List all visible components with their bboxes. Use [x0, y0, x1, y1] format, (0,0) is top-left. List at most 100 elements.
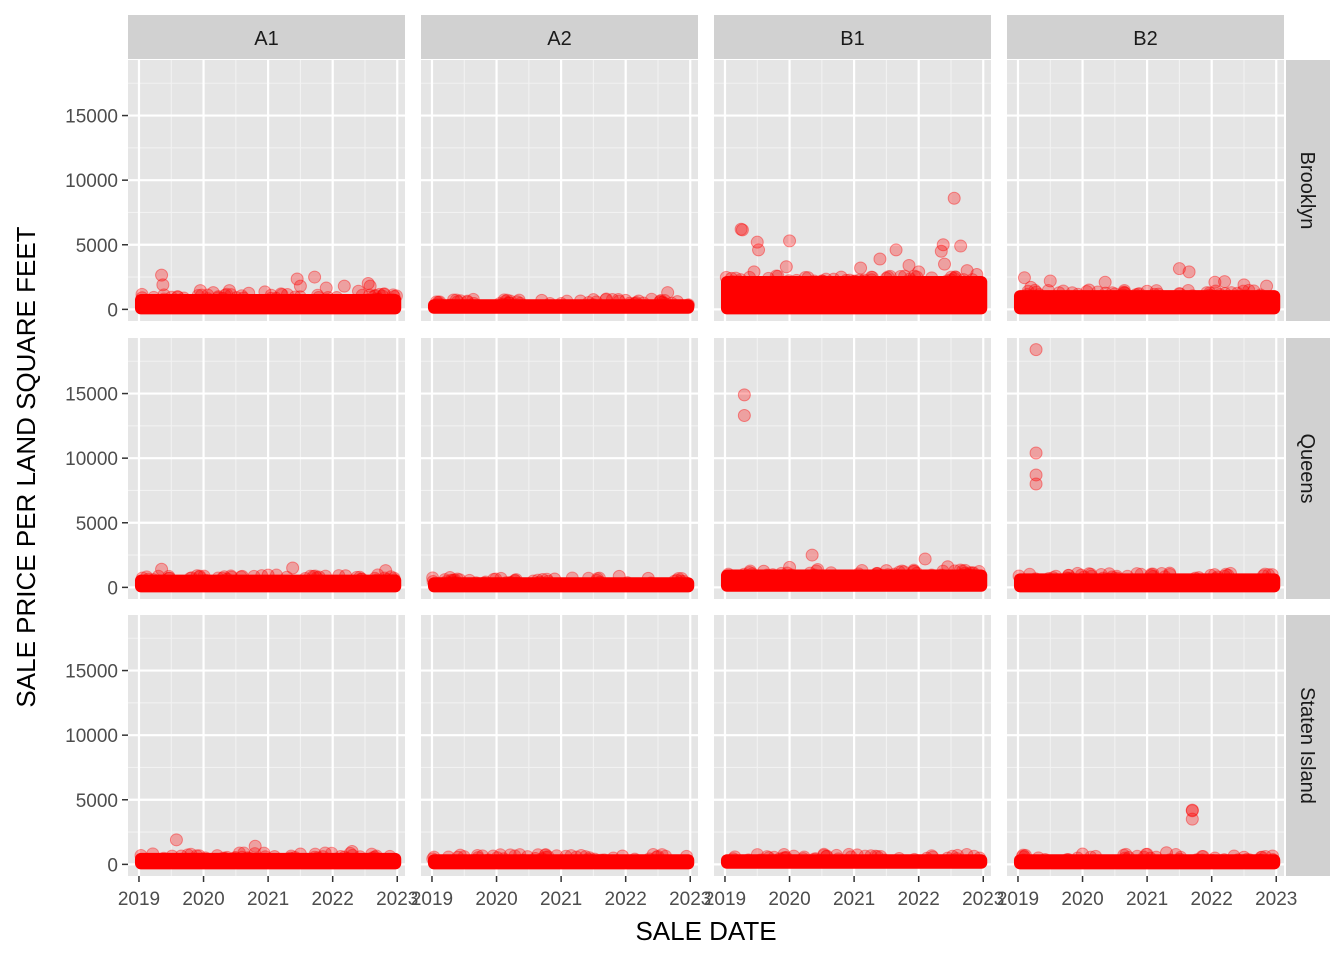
- data-point: [368, 571, 382, 585]
- data-point: [235, 569, 249, 583]
- data-point: [1029, 285, 1043, 299]
- data-point: [1071, 851, 1085, 865]
- data-point: [1071, 566, 1085, 580]
- data-point: [844, 850, 858, 864]
- column-strip-label: A2: [547, 28, 571, 50]
- dense-point-band: [1013, 854, 1281, 870]
- dense-point-band: [134, 574, 402, 593]
- column-strip-a2: [421, 15, 698, 59]
- data-point: [353, 850, 367, 864]
- data-point: [753, 853, 767, 867]
- x-tick-label: 2020: [768, 889, 810, 910]
- data-point: [1046, 571, 1060, 585]
- data-point: [734, 273, 748, 287]
- data-point: [248, 839, 262, 853]
- data-point: [809, 564, 823, 578]
- data-point: [1163, 853, 1177, 867]
- data-point: [509, 573, 523, 587]
- data-point: [135, 291, 149, 305]
- data-point: [379, 564, 393, 578]
- x-tick-label: 2020: [475, 889, 517, 910]
- data-point: [387, 289, 401, 303]
- data-point: [1080, 284, 1094, 298]
- data-point: [431, 295, 445, 309]
- dense-point-band: [134, 852, 402, 870]
- data-point: [1172, 287, 1186, 301]
- data-point: [201, 292, 215, 306]
- data-point: [941, 560, 955, 574]
- data-point: [847, 274, 861, 288]
- data-point: [834, 270, 848, 284]
- data-point: [839, 273, 853, 287]
- data-point: [426, 571, 440, 585]
- data-point: [1242, 283, 1256, 297]
- data-point: [470, 848, 484, 862]
- data-point: [573, 294, 587, 308]
- data-point: [820, 849, 834, 863]
- data-point: [337, 279, 351, 293]
- data-point: [503, 848, 517, 862]
- data-point: [171, 290, 185, 304]
- data-point: [1182, 265, 1196, 279]
- data-point: [953, 563, 967, 577]
- data-point: [1132, 287, 1146, 301]
- data-point: [235, 850, 249, 864]
- y-tick-label: 15000: [65, 107, 118, 128]
- data-point: [177, 291, 191, 305]
- data-point: [797, 850, 811, 864]
- data-point: [1071, 287, 1085, 301]
- data-point: [290, 272, 304, 286]
- data-point: [645, 292, 659, 306]
- data-point: [659, 849, 673, 863]
- data-point: [586, 293, 600, 307]
- panel-a2-staten-island: [421, 615, 698, 876]
- data-point: [521, 850, 535, 864]
- data-point: [467, 297, 481, 311]
- data-point: [619, 293, 633, 307]
- data-point: [493, 848, 507, 862]
- data-point: [670, 573, 684, 587]
- data-point: [1119, 847, 1133, 861]
- data-point: [1121, 569, 1135, 583]
- data-point: [264, 291, 278, 305]
- data-point: [938, 257, 952, 271]
- data-point: [1117, 848, 1131, 862]
- data-point: [817, 847, 831, 861]
- data-point: [811, 562, 825, 576]
- data-point: [1173, 852, 1187, 866]
- data-point: [448, 576, 462, 590]
- data-point: [1146, 569, 1160, 583]
- data-point: [1062, 568, 1076, 582]
- data-point: [590, 573, 604, 587]
- data-point: [365, 847, 379, 861]
- data-point: [1209, 572, 1223, 586]
- data-point: [1146, 567, 1160, 581]
- data-point: [450, 572, 464, 586]
- data-point: [280, 570, 294, 584]
- data-point: [536, 572, 550, 586]
- data-point: [1122, 851, 1136, 865]
- x-tick-label: 2023: [376, 889, 418, 910]
- data-point: [482, 853, 496, 867]
- data-point: [319, 281, 333, 295]
- data-point: [1224, 566, 1238, 580]
- data-point: [856, 274, 870, 288]
- data-point: [881, 270, 895, 284]
- data-point: [1205, 853, 1219, 867]
- data-point: [1207, 289, 1221, 303]
- data-point: [819, 850, 833, 864]
- data-point: [1185, 803, 1199, 817]
- data-point: [1159, 846, 1173, 860]
- data-point: [1185, 804, 1199, 818]
- data-point: [445, 575, 459, 589]
- data-point: [369, 288, 383, 302]
- data-point: [632, 294, 646, 308]
- data-point: [960, 264, 974, 278]
- data-point: [1074, 568, 1088, 582]
- data-point: [574, 849, 588, 863]
- x-tick-label: 2023: [962, 889, 1004, 910]
- data-point: [350, 570, 364, 584]
- data-point: [1117, 284, 1131, 298]
- data-point: [1208, 568, 1222, 582]
- data-point: [426, 575, 440, 589]
